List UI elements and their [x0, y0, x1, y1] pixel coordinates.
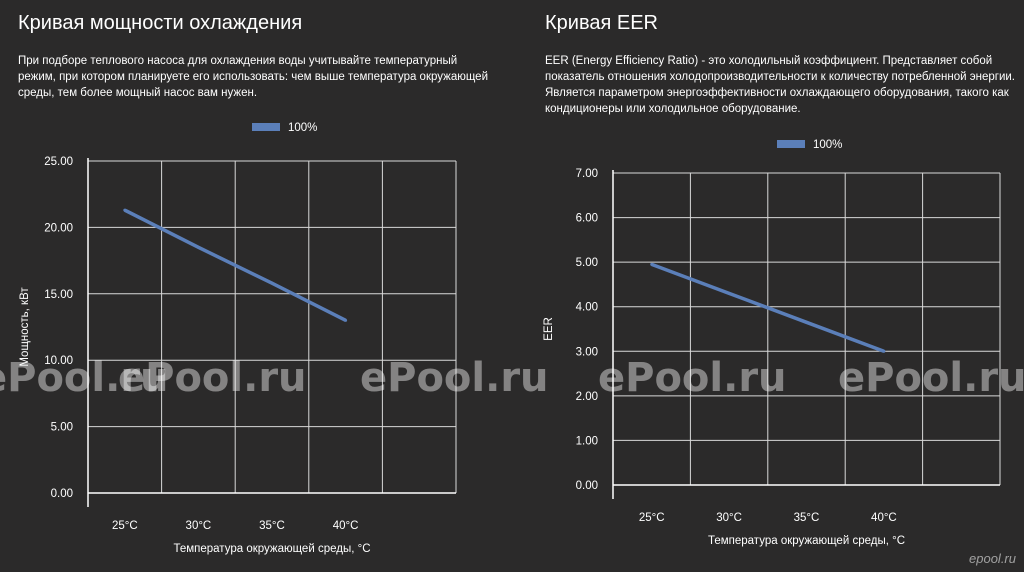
cooling-data-point: [123, 208, 127, 212]
corner-logo: epool.ru: [969, 551, 1016, 566]
eer-data-point: [727, 291, 731, 295]
eer-panel: Кривая EER EER (Energy Efficiency Ratio)…: [525, 0, 1024, 572]
cooling-series-line: [124, 208, 347, 322]
eer-x-tick-label: 30°C: [716, 512, 742, 524]
eer-x-tick-label: 25°C: [639, 512, 665, 524]
cooling-power-chart: 0.00 5.00 10.00 15.00 20.00 25.00 25°C 30°C 35°C…: [19, 122, 457, 555]
eer-y-tick-label: 5.00: [576, 257, 598, 269]
cooling-y-tick-label: 10.00: [44, 355, 73, 367]
eer-x-axis-title: Температура окружающей среды, °С: [708, 535, 905, 547]
cooling-y-tick-label: 25.00: [44, 156, 73, 168]
cooling-x-axis-title: Температура окружающей среды, °С: [173, 543, 370, 555]
cooling-data-point: [344, 318, 348, 322]
cooling-y-tick-label: 20.00: [44, 222, 73, 234]
cooling-plot: 0.00 5.00 10.00 15.00 20.00 25.00 25°C 30°C 35°C…: [19, 122, 457, 555]
eer-y-tick-label: 4.00: [576, 302, 598, 314]
cooling-power-title: Кривая мощности охлаждения: [18, 12, 303, 34]
cooling-power-description: При подборе теплового насоса для охлажде…: [18, 55, 488, 99]
eer-data-point: [650, 262, 654, 266]
cooling-y-axis-title: Мощность, кВт: [19, 287, 31, 367]
eer-y-axis-title: EER: [543, 317, 555, 341]
cooling-legend-swatch: [252, 123, 280, 131]
eer-y-tick-label: 6.00: [576, 213, 598, 225]
eer-y-tick-label: 2.00: [576, 391, 598, 403]
cooling-x-tick-label: 40°C: [333, 520, 359, 532]
eer-y-tick-label: 0.00: [576, 480, 598, 492]
eer-description: EER (Energy Efficiency Ratio) - это холо…: [545, 55, 1015, 115]
eer-x-tick-label: 40°C: [871, 512, 897, 524]
cooling-y-tick-label: 15.00: [44, 289, 73, 301]
cooling-power-panel: Кривая мощности охлаждения При подборе т…: [18, 12, 488, 555]
cooling-data-point: [196, 245, 200, 249]
eer-plot: 0.00 1.00 2.00 3.00 4.00 5.00 6.00 7.00 25°C 30°C…: [543, 139, 1001, 547]
eer-y-tick-label: 7.00: [576, 168, 598, 180]
eer-y-tick-label: 3.00: [576, 346, 598, 358]
eer-series-line: [651, 262, 885, 353]
cooling-x-tick-label: 30°C: [186, 520, 212, 532]
cooling-y-tick-label: 0.00: [51, 488, 73, 500]
eer-legend-label: 100%: [813, 139, 842, 151]
cooling-data-point: [270, 281, 274, 285]
cooling-x-tick-label: 25°C: [112, 520, 138, 532]
eer-data-point: [882, 349, 886, 353]
eer-title: Кривая EER: [545, 12, 658, 34]
cooling-x-tick-label: 35°C: [259, 520, 285, 532]
eer-y-tick-label: 1.00: [576, 435, 598, 447]
eer-chart: 0.00 1.00 2.00 3.00 4.00 5.00 6.00 7.00 25°C 30°C…: [543, 139, 1001, 547]
cooling-legend-label: 100%: [288, 122, 317, 134]
eer-x-tick-label: 35°C: [794, 512, 820, 524]
cooling-y-tick-label: 5.00: [51, 422, 73, 434]
eer-legend-swatch: [777, 140, 805, 148]
eer-data-point: [805, 320, 808, 324]
